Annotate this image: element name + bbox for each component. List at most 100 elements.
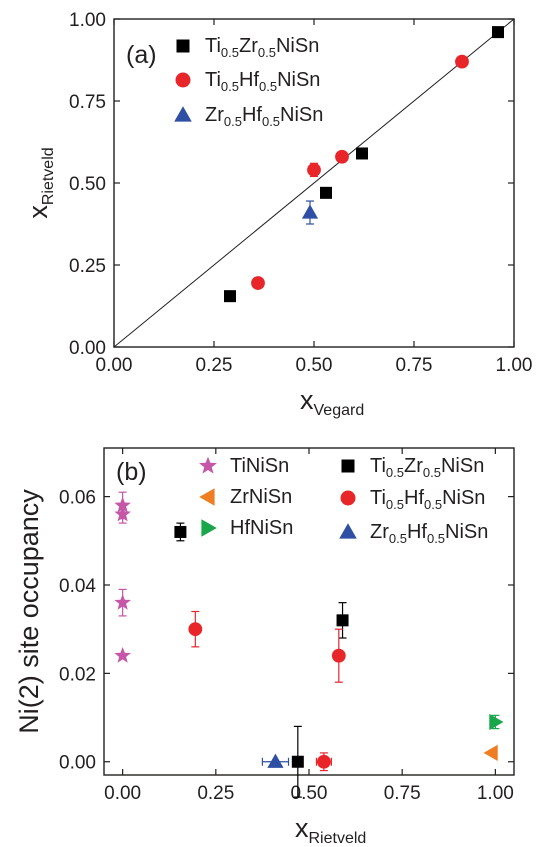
legend-marker-zrhf [339,523,357,539]
data-point-tizr [291,755,304,768]
legend-label-tihf: Ti0.5Hf0.5NiSn [370,487,485,512]
y-tick-label: 0.25 [69,256,106,277]
chart-panel-b: 0.00 0.25 0.50 0.75 1.00 0.00 0.02 0.04 0.06 xRie… [14,447,515,847]
y-tick-label: 1.00 [69,10,106,31]
data-point-tihf [307,162,321,177]
data-point-tizr [320,186,332,199]
data-point-tihf [251,276,265,290]
x-axis-title-main: x [300,385,314,415]
legend-label-tihf-segment: NiSn [442,487,485,509]
x-axis-title: xRietveld [295,813,366,847]
y-axis-title: xRietveld [23,147,57,218]
y-axis-title-subscript: Rietveld [40,147,57,205]
x-tick-label: 0.00 [104,783,141,804]
legend-label-tizr-subscript: 0.5 [221,45,239,60]
legend-label-tihf-segment: NiSn [277,69,320,91]
x-tick-label: 1.00 [496,355,533,376]
x-axis-title: xVegard [300,385,364,419]
legend-label-zrnisn-segment: ZrNiSn [230,486,292,508]
y-axis-title-main: x [23,205,53,219]
legend-label-zrhf-subscript: 0.5 [389,531,407,546]
data-point-tizr [356,147,368,160]
data-point-tizr [336,614,349,627]
legend-label-zrhf: Zr0.5Hf0.5NiSn [370,521,488,546]
chart-panel-a: 0.00 0.25 0.50 0.75 1.00 0.00 0.25 0.50 0.75 1.00… [23,10,532,419]
panel-label: (b) [116,458,147,486]
y-axis-title-main: Ni(2) site occupancy [14,489,44,734]
legend-label-zrhf-segment: Hf [242,104,262,126]
panel-label: (a) [126,41,157,69]
y-tick-label: 0.02 [59,664,96,685]
data-point-hfnisn [489,713,504,731]
y-tick-label: 0.06 [59,488,96,509]
legend-marker-zrnisn [199,488,215,506]
legend-label-tizr-segment: Ti [370,455,386,477]
legend-marker-tihf [175,72,191,88]
x-axis-title-subscript: Rietveld [309,830,367,847]
legend-label-tihf-subscript: 0.5 [221,79,239,94]
legend-label-hfnisn-segment: HfNiSn [230,517,293,539]
legend-marker-hfnisn [201,519,217,537]
legend-label-tihf: Ti0.5Hf0.5NiSn [205,69,320,94]
x-tick-label: 0.00 [96,355,133,376]
data-point-tihf [188,622,203,637]
legend-label-zrhf-subscript: 0.5 [262,114,280,129]
data-point-tinisn [114,505,131,522]
x-tick-label: 0.50 [296,355,333,376]
data-point-zrhf [301,204,319,219]
legend-label-tizr-subscript: 0.5 [386,465,404,480]
legend-label-zrhf-subscript: 0.5 [224,114,242,129]
legend-label-tizr-subscript: 0.5 [423,465,441,480]
legend-label-tihf-subscript: 0.5 [424,497,442,512]
data-point-zrnisn [483,744,498,762]
legend-label-zrhf-subscript: 0.5 [427,531,445,546]
legend-label-zrhf-segment: Zr [205,104,224,126]
x-tick-label: 0.75 [396,355,433,376]
y-axis-title: Ni(2) site occupancy [14,489,44,734]
data-point-tizr [492,26,504,39]
legend-label-tihf-segment: Hf [404,487,424,509]
legend-label-tihf-subscript: 0.5 [259,79,277,94]
legend-label-hfnisn: HfNiSn [230,517,293,539]
legend-label-tihf-segment: Hf [239,69,259,91]
x-tick-label: 0.50 [291,783,328,804]
data-point-tinisn [114,646,131,663]
data-point-tihf [335,149,349,164]
legend-label-tizr-segment: NiSn [441,455,484,477]
legend-marker-tihf [340,490,356,506]
y-tick-label: 0.75 [69,92,106,113]
legend-label-tinisn: TiNiSn [230,455,289,477]
x-tick-label: 1.00 [477,783,514,804]
diagonal-reference-line [113,18,515,348]
legend-label-tizr-segment: Zr [239,35,258,57]
legend-label-tihf-segment: Ti [370,487,386,509]
legend-label-zrhf-segment: NiSn [280,104,323,126]
legend-label-tizr-segment: Zr [404,455,423,477]
legend-marker-zrhf [174,106,192,122]
data-point-tizr [174,525,187,538]
legend-marker-tinisn [199,456,217,474]
legend-label-tizr: Ti0.5Zr0.5NiSn [370,455,484,480]
x-tick-label: 0.75 [384,783,421,804]
data-point-tinisn [114,496,131,513]
legend-label-tizr: Ti0.5Zr0.5NiSn [205,35,319,60]
data-point-tihf [317,754,331,769]
legend-marker-tizr [176,39,190,53]
y-tick-label: 0.00 [69,338,106,359]
x-axis-title-subscript: Vegard [314,402,365,419]
x-tick-label: 0.25 [196,355,233,376]
y-tick-label: 0.50 [69,174,106,195]
x-axis-title-main: x [295,813,309,843]
legend-label-zrhf: Zr0.5Hf0.5NiSn [205,104,323,129]
x-tick-label: 0.25 [197,783,234,804]
legend-label-zrhf-segment: Hf [407,521,427,543]
legend-label-tizr-subscript: 0.5 [258,45,276,60]
y-tick-label: 0.00 [59,753,96,774]
legend-label-tihf-segment: Ti [205,69,221,91]
data-point-tizr [224,290,236,303]
data-point-tihf [455,54,469,69]
y-tick-label: 0.04 [59,576,96,597]
legend-label-zrhf-segment: Zr [370,521,389,543]
legend-label-tinisn-segment: TiNiSn [230,455,289,477]
